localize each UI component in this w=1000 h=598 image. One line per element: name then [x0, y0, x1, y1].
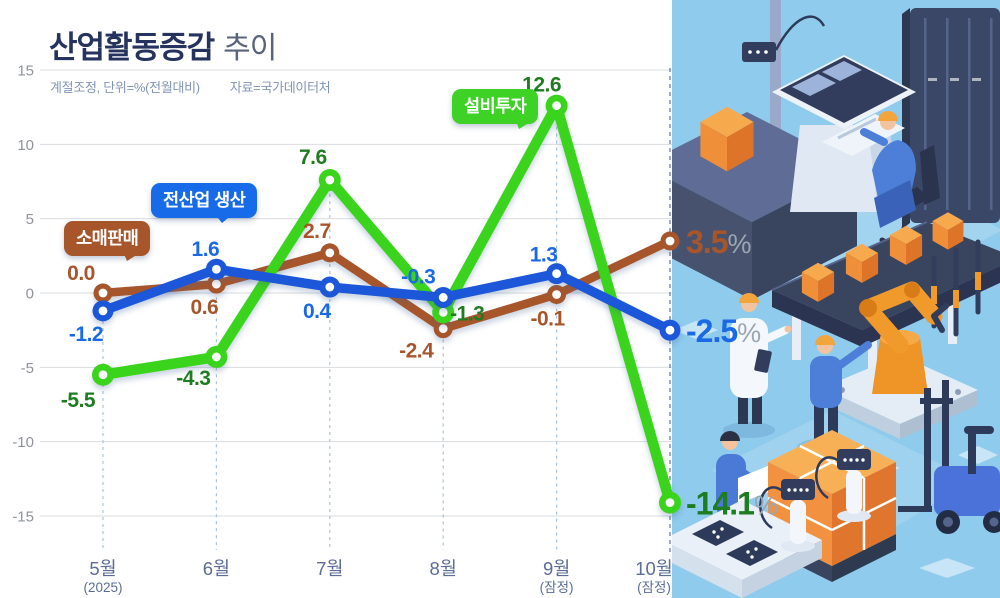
data-point — [546, 263, 568, 285]
y-tick-label: 5 — [26, 211, 34, 228]
value-label: 0.0 — [67, 262, 95, 285]
y-tick-label: 0 — [26, 286, 34, 303]
x-tick-sublabel: (잠정) — [637, 580, 671, 595]
value-label: -5.5 — [61, 389, 96, 412]
data-point — [205, 345, 228, 368]
title-trailing: 추이 — [223, 32, 277, 65]
x-tick-label: 10월 — [635, 558, 673, 579]
y-tick-label: 15 — [17, 62, 34, 79]
data-point — [206, 274, 226, 294]
note-source: 자료=국가데이터처 — [229, 80, 331, 95]
data-point — [205, 258, 227, 280]
value-label: -0.3 — [401, 265, 435, 288]
x-tick-label: 6월 — [203, 558, 230, 579]
title-main: 산업활동증감 — [49, 30, 215, 65]
value-label: -1.2 — [69, 323, 103, 346]
value-label: -4.3 — [176, 367, 210, 390]
data-point — [320, 243, 340, 263]
data-point — [433, 319, 453, 339]
x-tick-label: 7월 — [316, 558, 343, 579]
assembly-table-graphic — [662, 447, 873, 598]
x-tick-sublabel: (잠정) — [540, 580, 574, 595]
page-title: 산업활동증감 추이 — [49, 22, 277, 67]
note-unit: 계절조정, 단위=%(전월대비) — [50, 80, 200, 95]
value-label: -0.1 — [531, 307, 566, 330]
data-point — [432, 301, 455, 324]
series-line-3 — [92, 94, 681, 514]
y-tick-label: -10 — [12, 434, 34, 451]
data-point — [432, 286, 454, 308]
data-point — [319, 276, 341, 298]
series-line-2 — [92, 258, 681, 341]
factory-illustration-svg — [642, 0, 1000, 598]
value-label: 1.3 — [530, 244, 558, 267]
control-console-graphic — [772, 55, 944, 274]
value-label: 7.6 — [299, 146, 327, 169]
value-label: 0.4 — [303, 300, 332, 323]
legend-all-industry-production: 전산업 생산 — [151, 183, 258, 218]
forklift-graphic — [898, 380, 1000, 534]
x-tick-sublabel: (2025) — [83, 580, 122, 595]
data-point — [547, 284, 567, 304]
robot-arm-graphic — [822, 281, 978, 439]
value-label: 0.6 — [191, 296, 219, 319]
value-label: 1.6 — [192, 238, 220, 261]
value-label: -1.3 — [450, 302, 484, 325]
value-label: -2.4 — [399, 340, 434, 363]
series-line-1 — [93, 231, 680, 339]
factory-illustration — [642, 0, 1000, 598]
legend-equipment-investment: 설비투자 — [452, 89, 539, 124]
data-point — [545, 94, 568, 117]
chart-note: 계절조정, 단위=%(전월대비) 자료=국가데이터처 — [50, 77, 360, 96]
legend-retail-sales: 소매판매 — [64, 221, 151, 256]
data-point — [318, 169, 341, 192]
x-tick-label: 9월 — [543, 558, 570, 579]
y-tick-label: -15 — [12, 509, 34, 526]
data-point — [92, 363, 114, 386]
value-label: 2.7 — [303, 220, 331, 243]
data-point — [92, 300, 114, 322]
data-point — [93, 283, 113, 303]
y-tick-label: -5 — [21, 360, 34, 377]
x-tick-label: 5월 — [89, 558, 116, 579]
x-tick-label: 8월 — [430, 558, 457, 579]
y-tick-label: 10 — [17, 137, 34, 154]
